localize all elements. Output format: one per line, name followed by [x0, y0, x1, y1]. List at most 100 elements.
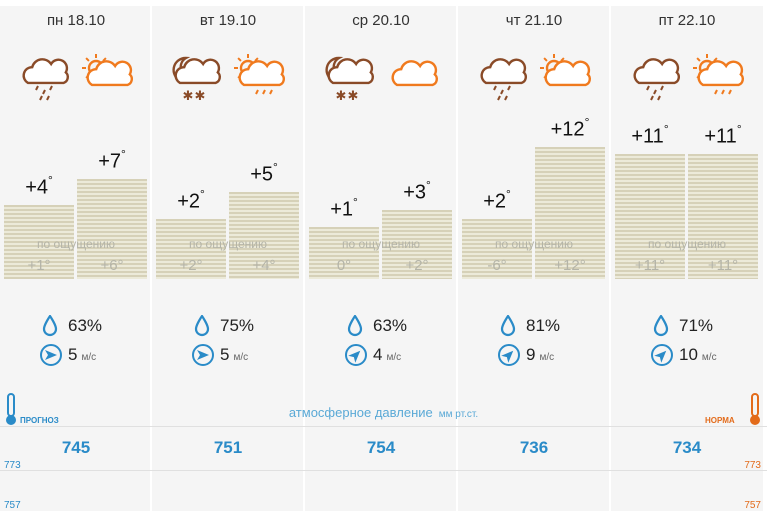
day-temp-bar [688, 154, 758, 279]
day-temperature: +12° [535, 115, 605, 142]
column-divider [303, 6, 305, 511]
night-feels-like: +11° [634, 257, 666, 274]
day-sun-rain-cloud-icon [691, 52, 747, 108]
wind-direction-icon [651, 344, 673, 371]
temperature-value: +11 [704, 125, 737, 148]
day-date: вт 19.10 [199, 12, 257, 29]
feels-like-label: по ощущению [189, 237, 267, 251]
day-feels-like: +6° [100, 257, 124, 274]
degree-symbol: ° [736, 122, 742, 136]
temperature-value: +2 [177, 190, 200, 213]
wind-speed-unit: м/с [233, 352, 249, 363]
night-feels-like: +1° [27, 257, 51, 274]
day-temp-bar [535, 147, 605, 279]
norm-thermometer-icon [748, 393, 762, 432]
degree-symbol: ° [121, 147, 126, 161]
night-moon-snow-cloud-icon: ✱ ✱ [323, 52, 379, 108]
degree-symbol: ° [200, 187, 205, 201]
pressure-units: мм рт.ст. [438, 409, 479, 420]
night-rain-cloud-icon [629, 52, 685, 108]
humidity-drop-icon [500, 314, 516, 342]
night-temp-bar [156, 219, 226, 279]
wind-speed-value: 9 [526, 345, 536, 364]
svg-text:✱: ✱ [195, 89, 206, 104]
night-temperature: +11° [615, 122, 685, 149]
wind-direction-icon [192, 344, 214, 371]
degree-symbol: ° [353, 195, 358, 209]
column-divider [456, 6, 458, 511]
pressure-scale-left: 773 [4, 460, 21, 471]
column-divider [150, 6, 152, 511]
humidity-drop-icon [347, 314, 363, 342]
wind-speed-unit: м/с [386, 352, 402, 363]
degree-symbol: ° [48, 173, 53, 187]
day-date: чт 21.10 [505, 12, 563, 29]
svg-text:✱: ✱ [348, 89, 359, 104]
wind-speed: 5 м/с [220, 345, 248, 369]
temperature-value: +2 [483, 190, 506, 213]
night-temp-bar [615, 154, 685, 279]
wind-speed-value: 5 [68, 345, 78, 364]
degree-symbol: ° [506, 187, 511, 201]
wind-speed: 10 м/с [679, 345, 717, 369]
temperature-value: +4 [25, 176, 48, 199]
feels-like-label: по ощущению [342, 237, 420, 251]
temperature-value: +1 [330, 198, 353, 221]
svg-text:✱: ✱ [336, 89, 347, 104]
temperature-value: +5 [250, 163, 273, 186]
pressure-value: 734 [672, 438, 702, 457]
night-feels-like: 0° [336, 257, 352, 274]
day-feels-like: +4° [252, 257, 276, 274]
wind-speed: 5 м/с [68, 345, 96, 369]
wind-direction-icon [498, 344, 520, 371]
feels-like-label: по ощущению [495, 237, 573, 251]
night-feels-like: -6° [487, 257, 507, 274]
night-moon-snow-cloud-icon: ✱ ✱ [170, 52, 226, 108]
day-date: пн 18.10 [46, 12, 106, 29]
temperature-value: +3 [403, 181, 426, 204]
humidity-drop-icon [42, 314, 58, 342]
svg-text:✱: ✱ [183, 89, 194, 104]
degree-symbol: ° [663, 122, 669, 136]
wind-direction-icon [345, 344, 367, 371]
wind-speed: 4 м/с [373, 345, 401, 369]
humidity-value: 63% [373, 316, 408, 335]
night-temperature: +2° [156, 187, 226, 214]
pressure-title: атмосферное давление мм рт.ст. [0, 405, 767, 420]
wind-speed-unit: м/с [539, 352, 555, 363]
wind-speed-unit: м/с [81, 352, 97, 363]
forecast-thermometer-icon [4, 393, 18, 432]
wind-speed: 9 м/с [526, 345, 554, 369]
temperature-value: +7 [98, 150, 121, 173]
norm-tag: НОРМА [705, 416, 735, 425]
day-temp-bar [382, 210, 452, 279]
wind-speed-value: 5 [220, 345, 230, 364]
pressure-value: 745 [61, 438, 91, 457]
day-sun-cloud-icon [538, 52, 594, 108]
night-temperature: +2° [462, 187, 532, 214]
degree-symbol: ° [273, 160, 278, 174]
day-temp-bar [77, 179, 147, 279]
night-temperature: +4° [4, 173, 74, 200]
night-temperature: +1° [309, 195, 379, 222]
day-temperature: +3° [382, 178, 452, 205]
day-temperature: +7° [77, 147, 147, 174]
night-temp-bar [309, 227, 379, 279]
wind-speed-value: 4 [373, 345, 383, 364]
humidity-value: 71% [679, 316, 714, 335]
feels-like-label: по ощущению [37, 237, 115, 251]
pressure-value: 754 [366, 438, 396, 457]
degree-symbol: ° [426, 178, 431, 192]
day-date: пт 22.10 [658, 12, 716, 29]
day-temp-bar [229, 192, 299, 279]
pressure-scale-left: 757 [4, 500, 21, 511]
day-temperature: +5° [229, 160, 299, 187]
feels-like-label: по ощущению [648, 237, 726, 251]
day-sun-cloud-icon [80, 52, 136, 108]
degree-symbol: ° [584, 115, 590, 129]
humidity-value: 81% [526, 316, 561, 335]
night-rain-cloud-icon [18, 52, 74, 108]
pressure-title-text: атмосферное давление [288, 405, 433, 420]
pressure-scale-right: 773 [744, 460, 761, 471]
